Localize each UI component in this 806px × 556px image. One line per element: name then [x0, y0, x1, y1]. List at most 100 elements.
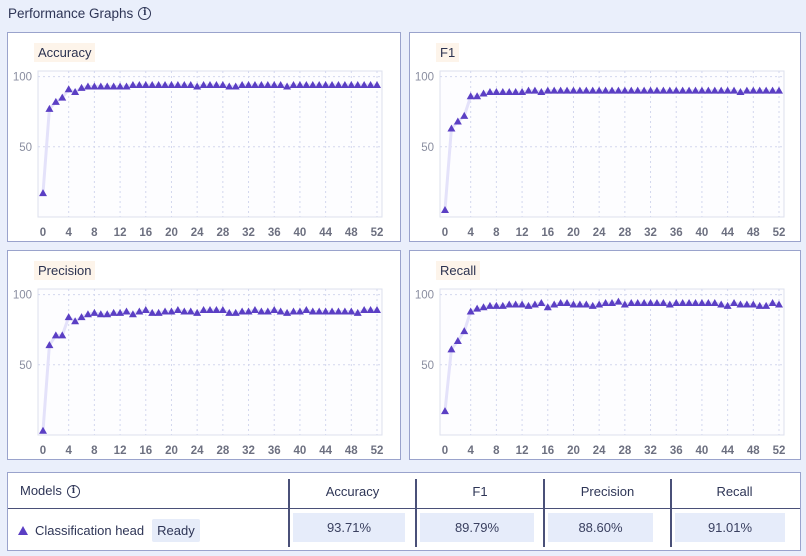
- svg-text:48: 48: [345, 445, 358, 457]
- data-point-marker: [595, 86, 604, 94]
- data-point-marker: [492, 88, 501, 96]
- data-point-marker: [588, 86, 597, 94]
- data-point-marker: [524, 86, 533, 94]
- data-point-marker: [762, 301, 771, 309]
- svg-text:48: 48: [747, 227, 760, 239]
- data-point-marker: [659, 299, 668, 307]
- column-divider: [288, 479, 290, 547]
- data-point-marker: [366, 81, 375, 89]
- f1-value: 89.79%: [420, 513, 534, 542]
- chart-card-recall: Recall 50 100 0 4 8 12 16 20 24 28 32 36 40 44 48 52: [409, 250, 801, 460]
- info-icon[interactable]: i: [138, 7, 152, 20]
- info-icon[interactable]: i: [66, 484, 80, 498]
- data-point-marker: [257, 81, 266, 89]
- table-row[interactable]: Classification head Ready 93.71% 89.79% …: [8, 510, 800, 550]
- data-point-marker: [563, 86, 572, 94]
- column-header-accuracy[interactable]: Accuracy: [325, 484, 380, 499]
- data-point-marker: [652, 86, 661, 94]
- data-point-marker: [173, 81, 182, 89]
- data-point-marker: [186, 307, 195, 315]
- column-header-recall[interactable]: Recall: [716, 484, 753, 499]
- data-point-marker: [518, 88, 527, 96]
- data-point-marker: [530, 300, 539, 308]
- data-point-marker: [244, 307, 253, 315]
- data-point-marker: [723, 86, 732, 94]
- data-point-marker: [109, 82, 118, 90]
- data-point-marker: [530, 86, 539, 94]
- data-point-marker: [460, 111, 469, 119]
- data-point-marker: [218, 81, 227, 89]
- data-point-marker: [672, 86, 681, 94]
- data-point-marker: [697, 86, 706, 94]
- data-point-marker: [775, 86, 783, 94]
- svg-text:28: 28: [618, 227, 631, 239]
- svg-text:12: 12: [516, 227, 529, 239]
- chart-card-accuracy: Accuracy 50 100 0 4 8 12 16 20 24 28 32 36 40 44 48 52: [7, 32, 401, 242]
- svg-text:24: 24: [593, 445, 606, 457]
- data-point-marker: [148, 81, 157, 89]
- data-point-marker: [762, 86, 771, 94]
- data-point-marker: [51, 97, 60, 105]
- data-point-marker: [289, 81, 298, 89]
- svg-text:32: 32: [242, 227, 255, 239]
- svg-text:40: 40: [696, 445, 709, 457]
- chart-card-f1: F1 50 100 0 4 8 12 16 20 24 28 32 36 40 44 48 52: [409, 32, 801, 242]
- data-point-marker: [148, 308, 157, 316]
- data-point-marker: [154, 81, 163, 89]
- svg-text:0: 0: [442, 227, 448, 239]
- data-point-marker: [218, 306, 227, 314]
- svg-text:48: 48: [345, 227, 358, 239]
- svg-text:4: 4: [65, 227, 72, 239]
- models-table: Models i Accuracy F1 Precision Recall Cl…: [7, 472, 801, 551]
- data-point-marker: [206, 81, 214, 89]
- svg-text:16: 16: [541, 227, 554, 239]
- data-point-marker: [64, 313, 73, 321]
- data-point-marker: [77, 313, 86, 321]
- data-point-marker: [736, 300, 745, 308]
- column-header-f1[interactable]: F1: [472, 484, 488, 499]
- data-point-marker: [347, 81, 356, 89]
- data-point-marker: [498, 88, 507, 96]
- data-point-marker: [161, 81, 170, 89]
- data-point-marker: [231, 308, 240, 316]
- svg-text:20: 20: [165, 445, 178, 457]
- data-point-marker: [96, 82, 105, 90]
- data-point-marker: [697, 299, 706, 307]
- data-point-marker: [742, 300, 751, 308]
- data-point-marker: [103, 310, 112, 318]
- table-header: Models i Accuracy F1 Precision Recall: [8, 473, 800, 509]
- data-point-marker: [768, 86, 777, 94]
- data-point-marker: [276, 81, 285, 89]
- svg-text:52: 52: [371, 445, 384, 457]
- svg-text:44: 44: [319, 227, 332, 239]
- data-point-marker: [283, 82, 292, 90]
- data-point-marker: [212, 306, 221, 314]
- data-point-marker: [167, 307, 176, 315]
- data-point-marker: [595, 300, 604, 308]
- data-point-marker: [556, 299, 565, 307]
- svg-text:12: 12: [114, 227, 127, 239]
- data-point-marker: [569, 300, 578, 308]
- data-point-marker: [135, 307, 144, 315]
- data-point-marker: [652, 299, 661, 307]
- data-point-marker: [691, 299, 700, 307]
- data-point-marker: [238, 307, 247, 315]
- data-point-marker: [328, 81, 337, 89]
- data-point-marker: [90, 82, 99, 90]
- svg-text:20: 20: [567, 227, 580, 239]
- data-point-marker: [360, 81, 369, 89]
- data-point-marker: [39, 189, 47, 197]
- status-badge: Ready: [152, 518, 200, 542]
- data-point-marker: [543, 303, 552, 311]
- column-header-precision[interactable]: Precision: [580, 484, 635, 499]
- data-point-marker: [640, 86, 649, 94]
- svg-text:40: 40: [294, 445, 307, 457]
- data-point-marker: [347, 307, 356, 315]
- svg-text:36: 36: [268, 227, 281, 239]
- data-point-marker: [505, 300, 514, 308]
- data-point-marker: [308, 81, 317, 89]
- data-point-marker: [473, 92, 482, 100]
- data-point-marker: [353, 308, 362, 316]
